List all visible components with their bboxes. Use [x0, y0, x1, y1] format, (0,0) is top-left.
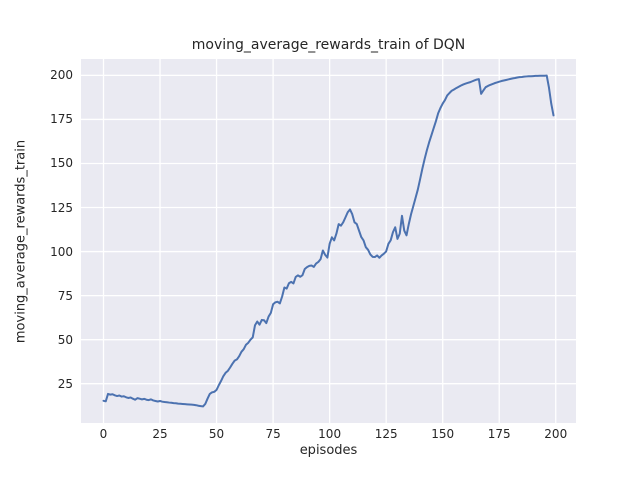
x-tick-label: 0 [99, 427, 108, 441]
plot-canvas [81, 59, 576, 423]
chart-title: moving_average_rewards_train of DQN [191, 37, 466, 53]
y-axis-label: moving_average_rewards_train [13, 139, 29, 344]
y-tick-label: 125 [50, 200, 73, 215]
x-tick-label: 100 [318, 427, 342, 441]
x-tick-label: 200 [544, 427, 568, 441]
y-tick-label: 200 [50, 68, 73, 83]
gridlines [81, 59, 576, 423]
y-tick-label: 150 [50, 156, 73, 171]
plot-area [81, 59, 576, 423]
y-tick-label: 175 [50, 112, 73, 127]
data-line-moving-average [102, 74, 555, 408]
x-axis-label: episodes [299, 443, 358, 458]
y-tick-label: 25 [57, 376, 73, 391]
y-tick-label: 50 [57, 332, 73, 347]
x-tick-label: 175 [487, 427, 511, 441]
y-tick-label: 100 [50, 244, 73, 259]
x-tick-label: 25 [152, 427, 168, 441]
x-tick-label: 125 [374, 427, 398, 441]
y-tick-label: 75 [57, 288, 73, 303]
x-tick-label: 75 [265, 427, 281, 441]
x-tick-label: 150 [431, 427, 455, 441]
x-tick-label: 50 [208, 427, 225, 441]
